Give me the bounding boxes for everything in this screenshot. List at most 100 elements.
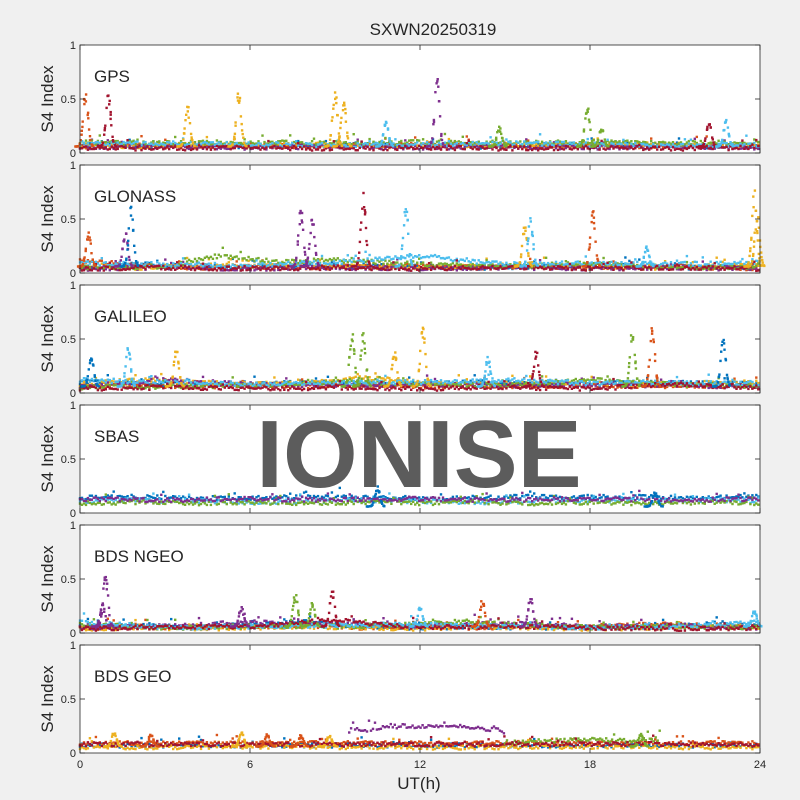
data-point	[523, 143, 526, 147]
data-point	[271, 140, 274, 143]
data-point	[638, 258, 641, 261]
data-point	[503, 148, 506, 151]
data-point	[245, 259, 248, 262]
data-point	[201, 141, 205, 145]
data-point	[174, 135, 177, 139]
data-point	[306, 147, 310, 150]
data-point	[164, 138, 167, 141]
data-point	[162, 143, 165, 146]
data-point	[404, 144, 407, 147]
data-point	[261, 146, 264, 149]
data-point	[108, 103, 111, 106]
data-point	[273, 144, 276, 148]
data-point	[101, 143, 104, 146]
data-point	[418, 254, 421, 257]
data-point	[743, 145, 746, 148]
data-point	[584, 141, 587, 144]
data-point	[728, 135, 731, 138]
data-point	[333, 91, 337, 94]
data-point	[88, 135, 92, 138]
data-point	[436, 78, 439, 81]
data-point	[576, 143, 579, 146]
data-point	[279, 144, 282, 147]
data-point	[538, 259, 542, 262]
data-point	[336, 264, 339, 267]
data-point	[314, 148, 318, 151]
data-point	[285, 142, 288, 145]
data-point	[287, 142, 290, 146]
data-point	[109, 110, 112, 114]
data-point	[381, 134, 385, 137]
data-point	[726, 126, 730, 129]
data-point	[90, 147, 94, 151]
data-point	[150, 148, 153, 151]
data-point	[205, 139, 209, 143]
data-point	[438, 115, 442, 118]
data-point	[471, 147, 474, 151]
data-point	[634, 140, 637, 143]
data-point	[644, 143, 647, 146]
data-point	[493, 142, 496, 146]
data-point	[297, 147, 300, 151]
data-point	[201, 258, 205, 262]
data-point	[598, 147, 601, 150]
data-point	[144, 147, 147, 150]
data-point	[255, 142, 258, 145]
data-point	[487, 142, 490, 145]
data-point	[84, 100, 88, 103]
data-point	[398, 146, 401, 149]
data-point	[81, 125, 84, 129]
data-point	[267, 144, 270, 147]
data-point	[427, 141, 431, 144]
data-point	[435, 147, 439, 151]
data-point	[471, 143, 474, 146]
data-point	[457, 144, 460, 148]
data-point	[517, 141, 520, 144]
data-point	[669, 261, 673, 264]
data-point	[447, 256, 451, 259]
data-point	[463, 143, 466, 146]
data-point	[130, 142, 133, 146]
data-point	[114, 268, 117, 271]
data-point	[108, 146, 111, 149]
data-point	[388, 146, 391, 149]
data-point	[711, 147, 714, 151]
data-point	[406, 147, 409, 150]
data-point	[507, 144, 510, 147]
data-point	[642, 145, 645, 148]
data-point	[281, 144, 284, 147]
data-point	[495, 146, 498, 150]
data-point	[491, 148, 494, 151]
data-point	[329, 134, 332, 137]
data-point	[215, 257, 219, 260]
data-point	[719, 143, 722, 146]
data-point	[306, 142, 310, 145]
data-point	[582, 143, 585, 146]
data-point	[703, 145, 706, 149]
data-point	[663, 144, 667, 147]
data-point	[402, 144, 405, 147]
data-point	[556, 144, 560, 147]
data-point	[665, 145, 669, 149]
data-point	[394, 138, 397, 141]
data-point	[103, 129, 106, 132]
data-point	[231, 141, 234, 144]
data-point	[100, 257, 103, 260]
data-point	[477, 148, 480, 151]
data-point	[531, 141, 534, 145]
data-point	[86, 148, 90, 151]
data-point	[203, 141, 207, 144]
data-point	[622, 140, 625, 144]
data-point	[566, 142, 570, 145]
data-point	[590, 261, 593, 264]
data-point	[515, 140, 518, 143]
data-point	[469, 141, 472, 144]
data-point	[253, 142, 256, 145]
data-point	[701, 256, 704, 259]
data-point	[705, 145, 708, 148]
data-point	[80, 133, 83, 136]
data-point	[84, 145, 88, 148]
data-point	[421, 261, 425, 264]
data-point	[229, 148, 232, 151]
data-point	[434, 91, 437, 94]
